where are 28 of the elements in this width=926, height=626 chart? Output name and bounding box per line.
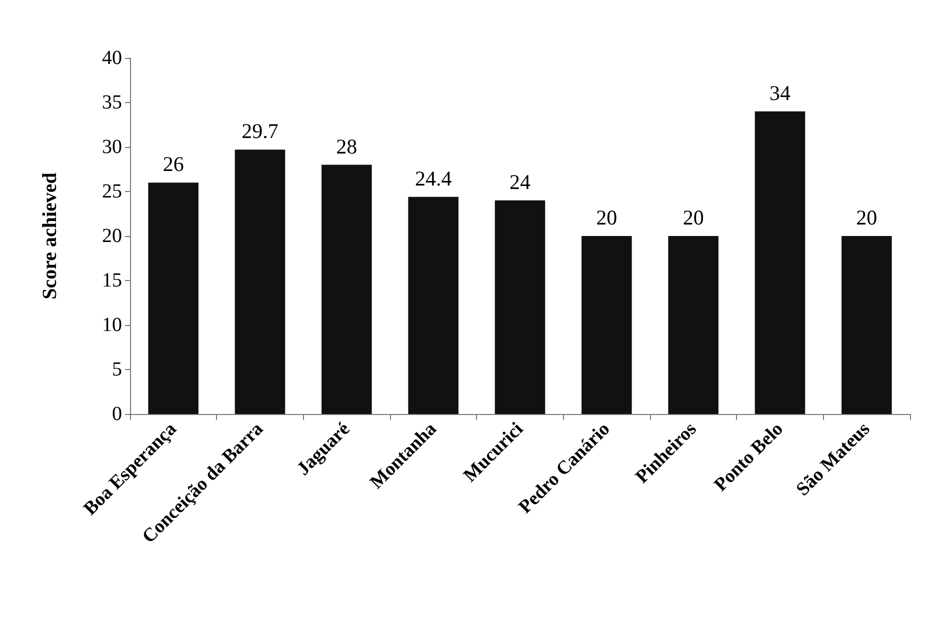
bar [582,236,632,414]
data-label: 26 [162,152,184,176]
bar [842,236,892,414]
y-tick-label: 40 [102,47,122,69]
bar [494,200,546,414]
data-label: 20 [856,206,878,230]
bar [408,196,458,414]
data-label: 24.4 [414,166,452,190]
data-label: 34 [770,80,791,105]
y-tick-label: 0 [112,403,122,425]
y-tick-label: 5 [112,358,122,380]
bar [234,150,286,414]
bar [322,164,372,414]
data-label: 20 [682,206,704,230]
y-tick-label: 25 [102,180,122,202]
bar [148,182,198,414]
data-label: 28 [336,134,358,158]
y-axis-title: Score achieved [39,172,61,300]
data-label: 24 [510,170,531,194]
bar [668,236,718,414]
y-tick-label: 10 [102,314,122,336]
y-tick-label: 30 [102,136,122,158]
data-label: 20 [596,206,618,230]
y-tick-label: 35 [102,92,122,114]
y-tick-label: 20 [102,225,122,247]
data-label: 29.7 [242,119,278,144]
bar [754,111,806,414]
y-tick-label: 15 [102,270,122,292]
